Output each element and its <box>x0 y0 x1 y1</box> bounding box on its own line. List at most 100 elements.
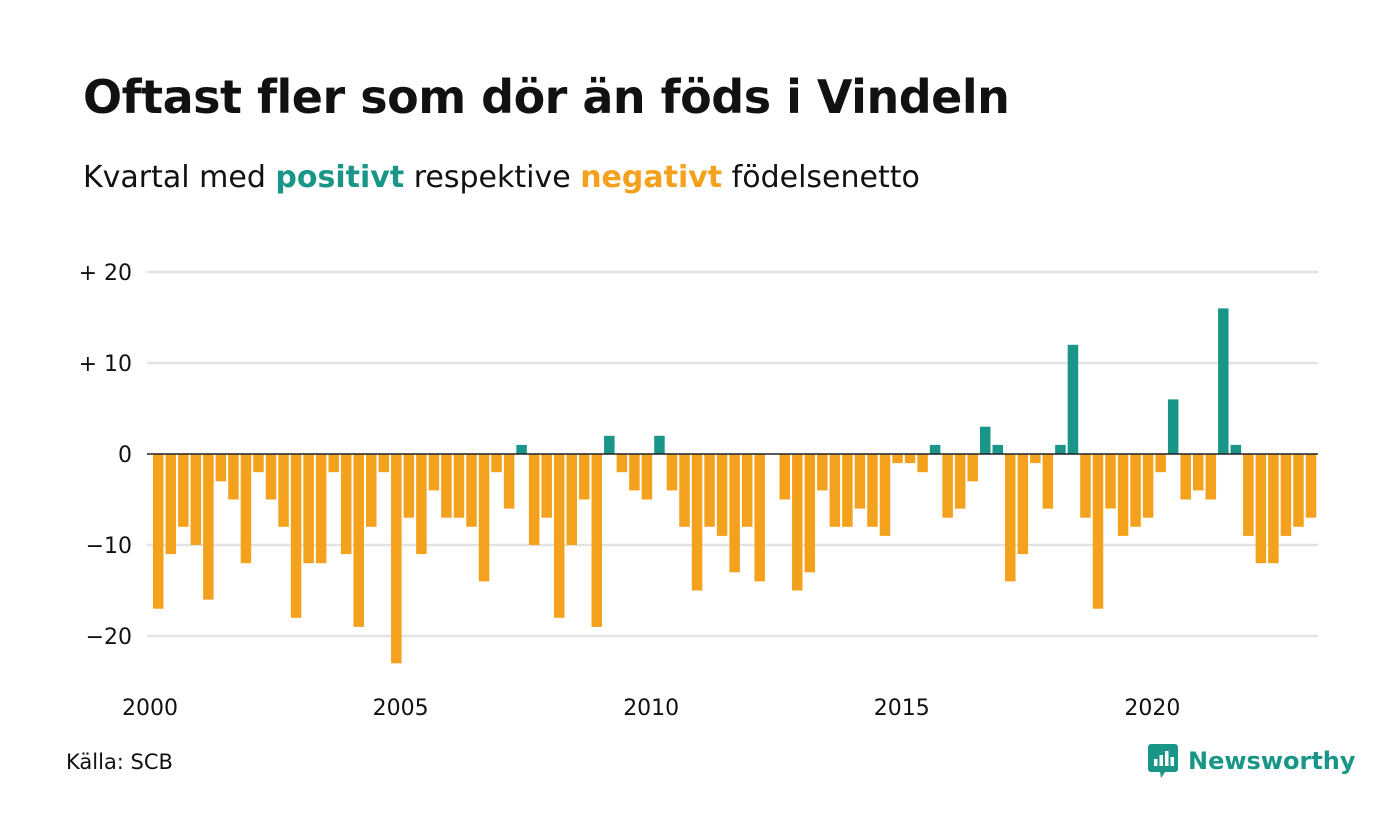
bar <box>1142 454 1154 518</box>
bar <box>1293 454 1304 527</box>
bar <box>829 454 841 527</box>
bar <box>253 454 264 473</box>
bar <box>378 454 390 473</box>
bar <box>579 454 590 500</box>
bar <box>416 454 427 555</box>
bar <box>1192 454 1204 491</box>
y-tick-label: 0 <box>118 443 132 468</box>
x-tick-label: 2020 <box>1124 696 1180 721</box>
bar <box>215 454 227 482</box>
bar <box>190 454 202 545</box>
source-note: Källa: SCB <box>66 750 173 774</box>
bar <box>716 454 728 536</box>
bar <box>967 454 978 482</box>
bar <box>754 454 765 582</box>
bar <box>1255 454 1267 564</box>
bar <box>541 454 552 518</box>
newsworthy-logo-icon <box>1148 744 1178 778</box>
bar <box>478 454 490 582</box>
bar <box>265 454 277 500</box>
bar <box>654 435 665 454</box>
bar <box>1243 454 1254 536</box>
x-tick-label: 2015 <box>874 696 930 721</box>
bar <box>178 454 189 527</box>
brand-logo: Newsworthy <box>1148 744 1356 778</box>
bar <box>1205 454 1217 500</box>
subtitle-middle: respektive <box>404 160 581 195</box>
bar <box>503 454 515 509</box>
bar <box>929 444 941 454</box>
bar <box>441 454 452 518</box>
bar <box>553 454 565 618</box>
bar <box>453 454 465 518</box>
bar <box>1117 454 1129 536</box>
bar <box>1092 454 1104 609</box>
bar <box>942 454 953 518</box>
bar <box>278 454 289 527</box>
bar <box>1080 454 1091 518</box>
bar <box>491 454 502 473</box>
y-tick-label: −20 <box>86 625 132 650</box>
bar <box>842 454 853 527</box>
bar <box>228 454 239 500</box>
bar <box>992 444 1004 454</box>
bar <box>366 454 377 527</box>
bar <box>1130 454 1141 527</box>
bar <box>165 454 177 555</box>
bar <box>153 454 164 609</box>
brand-name: Newsworthy <box>1188 747 1356 775</box>
bar <box>1268 454 1279 564</box>
subtitle-suffix: födelsenetto <box>722 160 920 195</box>
bar <box>528 454 540 545</box>
bar <box>904 454 916 464</box>
bar-chart: + 20 + 10 0 −10 −20 2000 2005 2010 2015 2020 <box>79 261 1318 721</box>
bar <box>466 454 477 527</box>
bar <box>892 454 903 464</box>
x-tick-label: 2000 <box>122 696 178 721</box>
subtitle-negative-word: negativt <box>580 160 723 195</box>
bar <box>666 454 678 491</box>
bar <box>1067 344 1079 454</box>
bar <box>867 454 878 527</box>
bar <box>1042 454 1054 509</box>
bar <box>704 454 715 527</box>
subtitle-prefix: Kvartal med <box>83 160 276 195</box>
bar <box>403 454 415 518</box>
bar <box>1017 454 1029 555</box>
bar <box>1180 454 1191 500</box>
chart-subtitle: Kvartal med positivt respektive negativt… <box>83 160 920 195</box>
bar <box>741 454 753 527</box>
bar <box>817 454 828 491</box>
bar <box>691 454 703 591</box>
axes: + 20 + 10 0 −10 −20 2000 2005 2010 2015 2020 <box>79 261 1318 721</box>
bar <box>679 454 690 527</box>
bar <box>428 454 440 491</box>
chart-title: Oftast fler som dör än föds i Vindeln <box>83 70 1010 124</box>
x-tick-label: 2005 <box>373 696 429 721</box>
bar <box>290 454 302 618</box>
bar <box>641 454 653 500</box>
bar <box>1280 454 1292 536</box>
bar <box>792 454 803 591</box>
bar <box>328 454 339 473</box>
bar <box>1055 444 1066 454</box>
y-tick-label: −10 <box>86 534 132 559</box>
bar <box>591 454 603 627</box>
bar <box>240 454 252 564</box>
bar <box>954 454 966 509</box>
bar <box>315 454 327 564</box>
bar <box>1005 454 1016 582</box>
bar <box>729 454 740 573</box>
bar <box>1030 454 1041 464</box>
x-tick-label: 2010 <box>623 696 679 721</box>
bar <box>340 454 352 555</box>
subtitle-positive-word: positivt <box>275 160 405 195</box>
bar <box>516 444 527 454</box>
bar <box>353 454 364 627</box>
bars <box>153 308 1317 664</box>
bar <box>1218 308 1229 454</box>
bar <box>303 454 314 564</box>
bar <box>979 426 991 454</box>
bar <box>1230 444 1242 454</box>
bar <box>391 454 402 664</box>
